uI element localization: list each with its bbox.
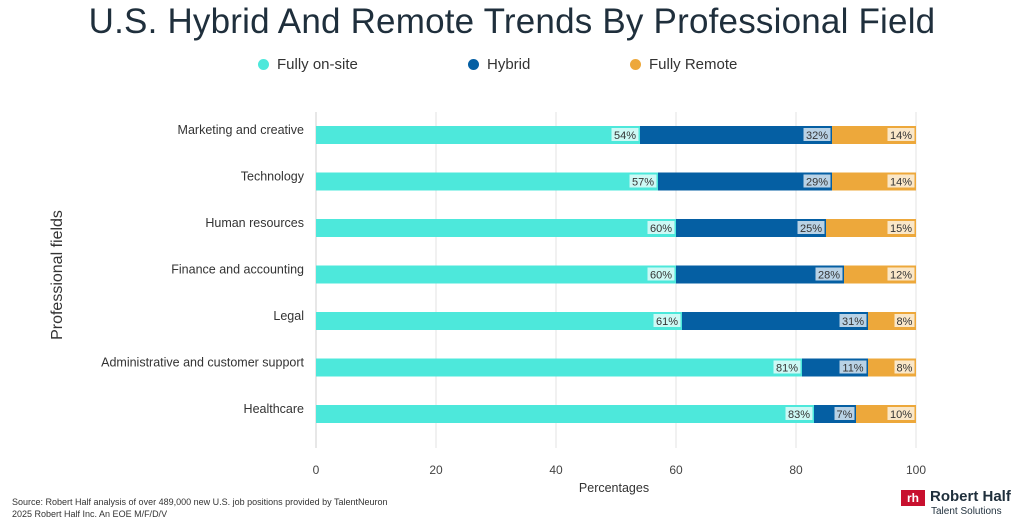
data-label-bg [611, 128, 639, 141]
legend-item-hybrid: Hybrid [468, 56, 530, 73]
data-label: 54% [614, 130, 636, 142]
data-label-bg [797, 221, 825, 234]
bar-segment [676, 219, 826, 237]
data-label: 83% [788, 409, 810, 421]
data-label: 81% [776, 363, 798, 375]
data-label-bg [653, 314, 681, 327]
data-label: 60% [650, 270, 672, 282]
footer-copyright: 2025 Robert Half Inc. An EOE M/F/D/V [12, 509, 168, 519]
data-label: 14% [890, 177, 912, 189]
data-label-bg [887, 221, 915, 234]
x-axis-label: Percentages [579, 481, 649, 495]
data-label: 29% [806, 177, 828, 189]
legend-label: Fully Remote [649, 56, 738, 73]
data-label-bg [785, 407, 813, 420]
legend-item-fully-remote: Fully Remote [630, 56, 737, 73]
category-label: Healthcare [244, 402, 304, 416]
data-label-bg [629, 174, 657, 188]
legend-label: Hybrid [487, 56, 531, 73]
bar-segment [316, 358, 802, 377]
bar-segment [316, 265, 676, 284]
bar-segment [640, 126, 832, 144]
category-label: Human resources [205, 216, 304, 230]
data-label-bg [815, 267, 843, 281]
data-label-bg [839, 360, 867, 374]
logo-mark: rh [901, 490, 925, 506]
data-label-bg [803, 128, 831, 141]
bar-segment [316, 219, 676, 237]
logo-name: Robert Half [930, 488, 1011, 505]
legend-label: Fully on-site [277, 56, 358, 73]
x-tick-label: 40 [549, 463, 563, 477]
data-label: 31% [842, 316, 864, 328]
bar-segment [676, 265, 844, 284]
data-label-bg [803, 174, 831, 188]
bar-segment [316, 172, 658, 191]
bar-segment [316, 126, 640, 144]
data-label: 12% [890, 270, 912, 282]
category-label: Finance and accounting [171, 263, 304, 277]
data-label-bg [894, 314, 915, 327]
data-label: 57% [632, 177, 654, 189]
data-label: 15% [890, 223, 912, 235]
data-label: 32% [806, 130, 828, 142]
x-tick-label: 0 [313, 463, 320, 477]
data-label-bg [839, 314, 867, 327]
data-label-bg [894, 360, 915, 374]
data-label-bg [647, 267, 675, 281]
robert-half-logo: rh Robert Half Talent Solutions [901, 488, 1023, 520]
category-label: Marketing and creative [178, 123, 305, 137]
category-label: Technology [241, 170, 305, 184]
data-label: 8% [897, 316, 913, 328]
y-axis-label: Professional fields [49, 210, 66, 340]
x-tick-label: 60 [669, 463, 683, 477]
data-label-bg [887, 174, 915, 188]
data-label: 61% [656, 316, 678, 328]
chart-title: U.S. Hybrid And Remote Trends By Profess… [88, 2, 936, 41]
data-label-bg [647, 221, 675, 234]
data-label: 10% [890, 409, 912, 421]
data-label-bg [887, 128, 915, 141]
data-label: 25% [800, 223, 822, 235]
data-label: 28% [818, 270, 840, 282]
x-tick-label: 80 [789, 463, 803, 477]
data-label: 60% [650, 223, 672, 235]
bar-segment [316, 405, 814, 423]
data-label: 7% [837, 409, 853, 421]
data-label-bg [834, 407, 855, 420]
data-label: 11% [842, 363, 863, 375]
legend-swatch [258, 59, 269, 70]
category-label: Legal [273, 309, 304, 323]
data-label-bg [773, 360, 801, 374]
data-label: 8% [897, 363, 913, 375]
legend-swatch [468, 59, 479, 70]
x-tick-label: 100 [906, 463, 926, 477]
data-label-bg [887, 267, 915, 281]
bar-segment [316, 312, 682, 330]
legend: Fully on-site Hybrid Fully Remote [0, 56, 1024, 76]
chart-plot: 0 20 40 60 80 100 Percentages Professional fiel… [49, 112, 926, 495]
category-label: Administrative and customer support [101, 356, 304, 370]
bar-segment [658, 172, 832, 191]
x-tick-label: 20 [429, 463, 443, 477]
bar-segment [682, 312, 868, 330]
legend-swatch [630, 59, 641, 70]
logo-subtitle: Talent Solutions [931, 506, 1002, 517]
data-label: 14% [890, 130, 912, 142]
footer-source: Source: Robert Half analysis of over 489… [12, 497, 388, 507]
legend-item-fully-on-site: Fully on-site [258, 56, 358, 73]
data-label-bg [887, 407, 915, 420]
